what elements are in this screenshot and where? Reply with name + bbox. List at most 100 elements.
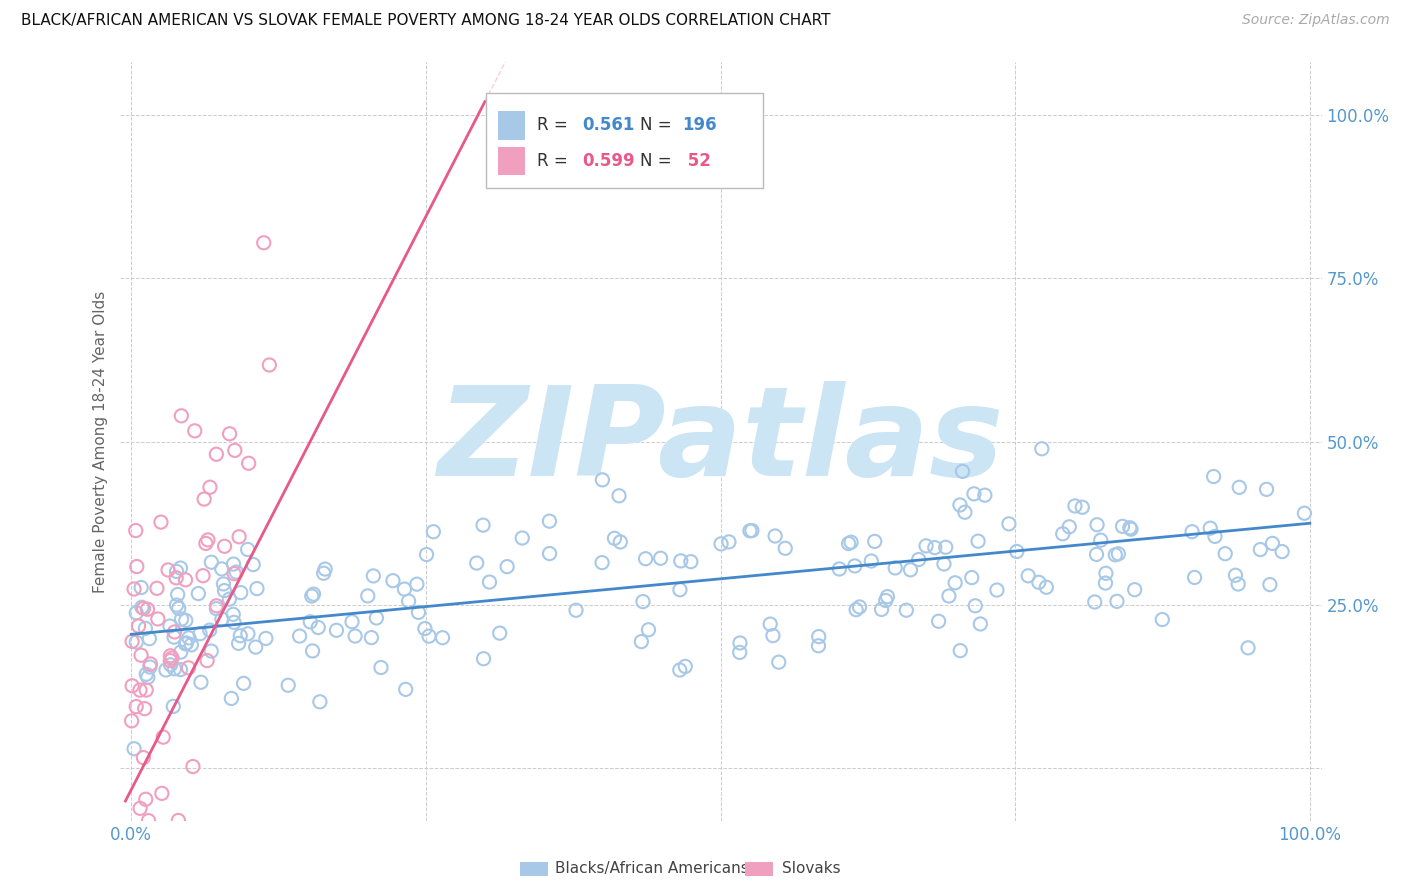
Point — [609, 535, 631, 549]
Point — [1119, 522, 1142, 536]
Point — [312, 566, 335, 581]
Point — [211, 612, 233, 626]
Point — [301, 644, 323, 658]
Point — [472, 518, 495, 533]
Point — [591, 473, 613, 487]
Point — [187, 586, 209, 600]
Point — [200, 555, 222, 569]
Point — [1213, 547, 1236, 561]
Point — [762, 629, 785, 643]
Point — [222, 615, 245, 630]
Point — [162, 699, 184, 714]
Point — [166, 587, 188, 601]
Point — [167, 601, 190, 615]
Point — [363, 569, 385, 583]
Point — [669, 554, 692, 568]
Point — [807, 639, 830, 653]
Point — [174, 573, 197, 587]
Point — [212, 577, 235, 591]
Point — [357, 589, 380, 603]
Point — [953, 505, 976, 519]
Point — [370, 660, 392, 674]
Point — [259, 358, 281, 372]
Text: 52: 52 — [682, 152, 711, 170]
Point — [325, 624, 347, 638]
Point — [129, 801, 152, 815]
Point — [998, 516, 1021, 531]
Point — [1094, 576, 1116, 591]
Text: BLACK/AFRICAN AMERICAN VS SLOVAK FEMALE POVERTY AMONG 18-24 YEAR OLDS CORRELATIO: BLACK/AFRICAN AMERICAN VS SLOVAK FEMALE … — [21, 13, 831, 29]
Point — [1119, 521, 1142, 535]
Point — [301, 589, 323, 603]
Text: Blacks/African Americans: Blacks/African Americans — [555, 862, 749, 876]
Point — [413, 622, 436, 636]
Point — [741, 524, 763, 538]
Point — [986, 582, 1008, 597]
Point — [1084, 595, 1107, 609]
Point — [1017, 569, 1039, 583]
Point — [1052, 526, 1074, 541]
Point — [1294, 506, 1316, 520]
Point — [422, 524, 444, 539]
Point — [309, 695, 332, 709]
Point — [398, 594, 420, 608]
Point — [965, 599, 987, 613]
Point — [1199, 521, 1222, 535]
Point — [943, 575, 966, 590]
Point — [1204, 529, 1226, 543]
Point — [900, 563, 922, 577]
Point — [169, 663, 191, 677]
Point — [169, 561, 191, 575]
Point — [344, 629, 367, 643]
Point — [340, 615, 363, 629]
Point — [478, 575, 501, 590]
Point — [132, 750, 155, 764]
Point — [669, 582, 692, 597]
Point — [465, 556, 488, 570]
Point — [408, 606, 430, 620]
Point — [135, 667, 157, 681]
Point — [139, 657, 162, 671]
Point — [969, 617, 991, 632]
Point — [1261, 536, 1284, 550]
Point — [394, 582, 416, 596]
Point — [138, 814, 160, 828]
Text: Slovaks: Slovaks — [782, 862, 841, 876]
Point — [170, 612, 193, 626]
Point — [870, 602, 893, 616]
Point — [221, 691, 243, 706]
Point — [163, 624, 186, 639]
FancyBboxPatch shape — [498, 111, 524, 140]
Point — [1035, 580, 1057, 594]
Point — [1227, 577, 1250, 591]
Point — [229, 629, 252, 643]
Text: R =: R = — [537, 152, 572, 170]
Point — [125, 635, 148, 649]
Point — [668, 663, 690, 677]
Point — [121, 634, 143, 648]
Point — [415, 548, 437, 562]
Point — [198, 623, 221, 637]
Point — [366, 611, 388, 625]
Point — [159, 648, 181, 663]
Point — [591, 556, 613, 570]
Point — [170, 409, 193, 423]
Point — [242, 558, 264, 572]
Point — [159, 619, 181, 633]
Point — [125, 524, 148, 538]
Point — [1071, 500, 1094, 515]
FancyBboxPatch shape — [486, 93, 762, 187]
Point — [860, 554, 883, 568]
Point — [924, 541, 946, 555]
Point — [1152, 613, 1174, 627]
Point — [152, 730, 174, 744]
Point — [135, 683, 157, 698]
Point — [228, 530, 250, 544]
Point — [218, 592, 240, 607]
Text: 196: 196 — [682, 116, 717, 135]
Point — [650, 551, 672, 566]
Point — [637, 623, 659, 637]
Point — [193, 492, 215, 507]
Point — [132, 601, 155, 615]
Point — [150, 786, 173, 800]
